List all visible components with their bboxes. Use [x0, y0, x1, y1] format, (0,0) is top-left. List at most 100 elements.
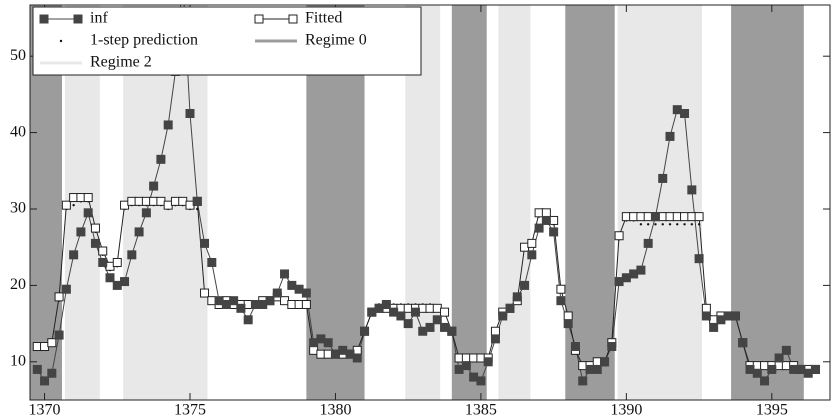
inf-marker	[738, 338, 748, 348]
regime-band	[565, 5, 615, 400]
fitted-marker	[541, 208, 551, 218]
inf-marker	[774, 353, 784, 363]
x-tick-label: 1380	[319, 402, 351, 419]
legend-symbol	[59, 39, 63, 43]
inf-marker	[527, 250, 537, 260]
inf-marker	[505, 303, 515, 313]
inf-marker	[381, 299, 391, 309]
inf-marker	[403, 319, 413, 329]
inf-marker	[767, 364, 777, 374]
inf-marker	[156, 154, 166, 164]
inf-marker	[280, 269, 290, 279]
inf-marker	[243, 315, 253, 325]
fitted-marker	[47, 338, 57, 348]
inf-marker	[760, 376, 770, 386]
inf-marker	[512, 292, 522, 302]
legend-box	[32, 6, 422, 76]
inf-marker	[701, 311, 711, 321]
fitted-marker	[54, 292, 64, 302]
prediction-dot	[697, 223, 701, 226]
inf-marker	[520, 280, 530, 290]
inf-marker	[600, 357, 610, 367]
inf-marker	[810, 364, 820, 374]
inf-marker	[98, 257, 108, 267]
inf-marker	[461, 361, 471, 371]
prediction-dot	[196, 207, 199, 211]
fitted-marker	[61, 200, 71, 210]
y-tick-label: 50	[10, 47, 26, 64]
inf-marker	[69, 250, 79, 260]
inf-marker	[781, 345, 791, 355]
x-tick-label: 1370	[29, 402, 61, 419]
inf-marker	[141, 208, 151, 218]
inf-marker	[396, 311, 406, 321]
inf-marker	[680, 108, 690, 118]
inf-marker	[32, 364, 42, 374]
y-tick-label: 20	[10, 276, 26, 293]
legend-marker	[288, 14, 298, 24]
fitted-marker	[301, 299, 311, 309]
legend-marker	[73, 14, 83, 24]
prediction-dot	[676, 223, 679, 226]
inf-marker	[272, 288, 282, 298]
legend-marker	[254, 14, 264, 24]
fitted-marker	[556, 284, 566, 294]
prediction-dot	[646, 223, 650, 226]
inf-marker	[578, 376, 588, 386]
inf-marker	[687, 185, 697, 195]
inf-marker	[127, 250, 137, 260]
legend-label: 1-step prediction	[90, 32, 198, 49]
regime-band	[498, 5, 531, 400]
legend-label: Regime 2	[90, 54, 152, 71]
inf-marker	[90, 238, 100, 248]
inf-marker	[490, 334, 500, 344]
inf-marker	[650, 212, 660, 222]
fitted-marker	[694, 212, 704, 222]
x-tick-label: 1395	[756, 402, 788, 419]
inf-marker	[236, 303, 246, 313]
inf-marker	[665, 131, 675, 141]
x-tick-label: 1385	[465, 402, 497, 419]
inf-marker	[229, 296, 239, 306]
inf-marker	[730, 311, 740, 321]
inf-marker	[323, 338, 333, 348]
inf-marker	[265, 296, 275, 306]
legend-label: Regime 0	[305, 32, 367, 49]
inf-marker	[425, 322, 435, 332]
regime-band	[731, 5, 804, 400]
inf-marker	[752, 368, 762, 378]
prediction-dot	[639, 223, 643, 226]
inf-marker	[694, 254, 704, 264]
inf-marker	[192, 196, 202, 206]
inf-marker	[61, 284, 71, 294]
inf-marker	[556, 296, 566, 306]
fitted-marker	[83, 193, 93, 203]
inf-marker	[149, 181, 159, 191]
inf-marker	[301, 288, 311, 298]
y-tick-label: 30	[10, 200, 26, 217]
regime-band	[451, 5, 487, 400]
x-tick-label: 1375	[174, 402, 206, 419]
fitted-marker	[98, 246, 108, 256]
inf-marker	[658, 173, 668, 183]
inf-marker	[40, 376, 50, 386]
inf-marker	[120, 277, 130, 287]
inf-marker	[163, 120, 173, 130]
prediction-dot	[654, 223, 657, 226]
inf-marker	[607, 342, 617, 352]
x-tick-label: 1390	[610, 402, 642, 419]
fitted-marker	[563, 311, 573, 321]
inf-marker	[410, 307, 420, 317]
inf-marker	[483, 357, 493, 367]
inf-marker	[592, 364, 602, 374]
legend: inf Fitted 1-step prediction Regime 0 Regime…	[32, 6, 422, 76]
inf-marker	[200, 238, 210, 248]
inf-marker	[47, 368, 57, 378]
inf-marker	[563, 319, 573, 329]
inf-marker	[534, 223, 544, 233]
fitted-marker	[490, 326, 500, 336]
inf-marker	[207, 257, 217, 267]
regime-band	[617, 5, 702, 400]
inf-marker	[105, 273, 115, 283]
